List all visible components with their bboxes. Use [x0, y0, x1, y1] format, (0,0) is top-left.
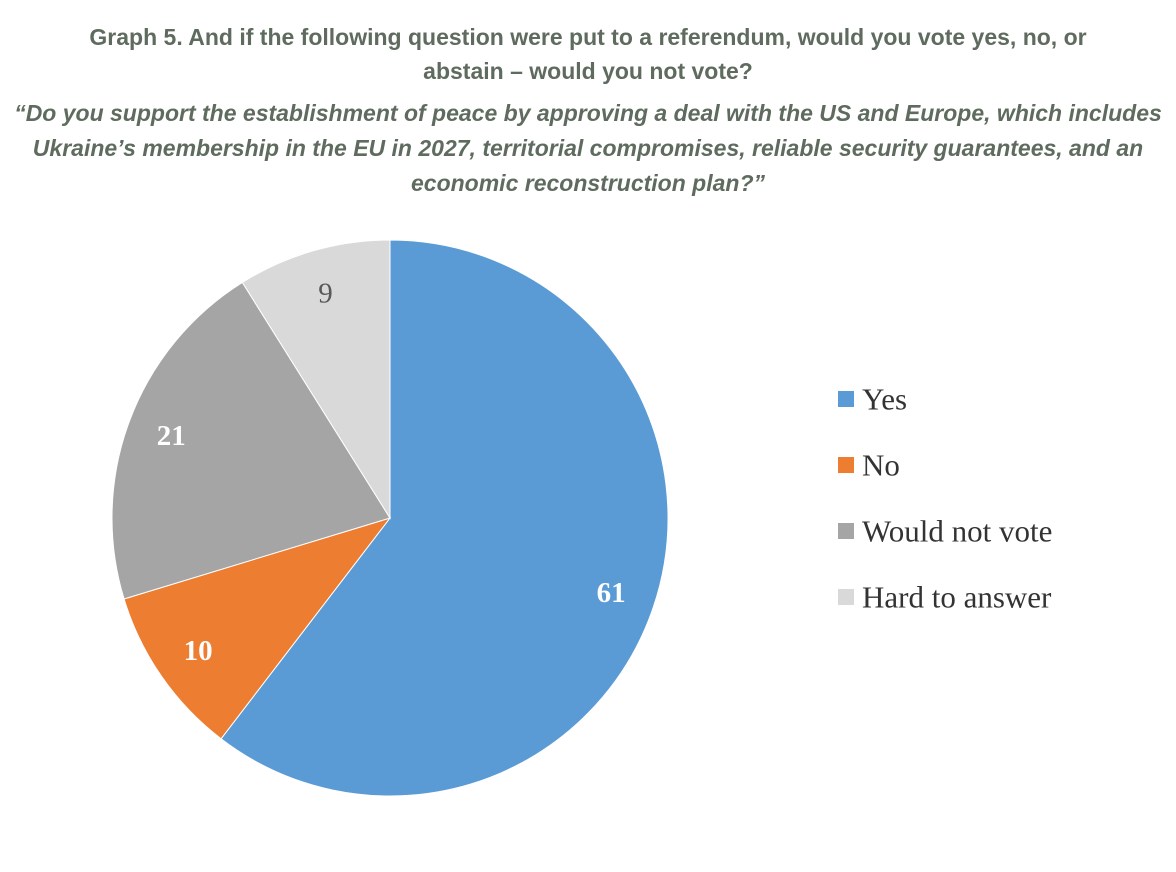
pie-slice-would-not-vote	[111, 281, 391, 600]
chart-title-line-2: abstain – would you not vote?	[423, 58, 753, 84]
pie-data-labels: 61 10 21 9	[157, 278, 626, 668]
pie-slices	[111, 239, 669, 797]
data-label-no: 10	[184, 635, 213, 667]
legend-label-no: No	[862, 448, 900, 483]
legend-label-hard-to-answer: Hard to answer	[862, 580, 1052, 615]
chart-subtitle: “Do you support the establishment of pea…	[14, 100, 1162, 196]
data-label-hard-to-answer: 9	[318, 278, 333, 310]
chart-legend: Yes No Would not vote Hard to answer	[838, 382, 1052, 615]
legend-swatch-no	[838, 457, 854, 473]
pie-slice-yes	[220, 239, 669, 797]
legend-label-yes: Yes	[862, 382, 907, 417]
data-label-yes: 61	[597, 577, 626, 609]
data-label-would-not-vote: 21	[157, 420, 186, 452]
legend-label-would-not-vote: Would not vote	[862, 514, 1052, 549]
legend-swatch-would-not-vote	[838, 523, 854, 539]
legend-swatch-hard-to-answer	[838, 589, 854, 605]
chart-title-line-1: Graph 5. And if the following question w…	[89, 24, 1087, 50]
chart-title-block: Graph 5. And if the following question w…	[0, 20, 1176, 201]
pie-slice-hard-to-answer	[241, 239, 391, 520]
pie-slice-no	[123, 517, 392, 740]
legend-swatch-yes	[838, 391, 854, 407]
